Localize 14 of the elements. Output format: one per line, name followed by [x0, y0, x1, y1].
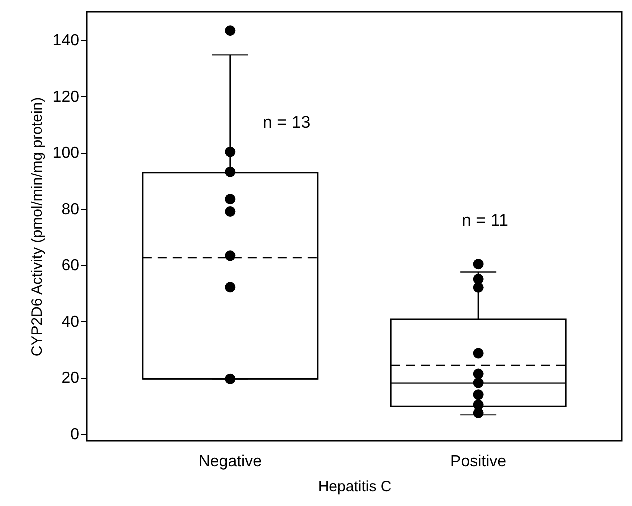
y-axis-title: CYP2D6 Activity (pmol/min/mg protein)	[28, 97, 46, 357]
x-tick-label: Positive	[450, 454, 507, 470]
annotation: n = 13	[263, 113, 311, 132]
y-tick-label: 140	[52, 32, 80, 50]
y-tick-label: 0	[70, 426, 80, 444]
y-tick-label: 40	[62, 314, 80, 331]
y-tick-label: 60	[62, 258, 80, 275]
annotation: n = 11	[462, 211, 508, 230]
y-tick-label: 20	[62, 370, 80, 388]
y-tick-label: 120	[52, 88, 80, 106]
x-tick-label: Negative	[198, 454, 262, 470]
x-axis-title: Hepatitis C	[318, 478, 392, 496]
y-tick-label: 100	[52, 145, 80, 162]
y-tick-label: 80	[62, 201, 80, 218]
